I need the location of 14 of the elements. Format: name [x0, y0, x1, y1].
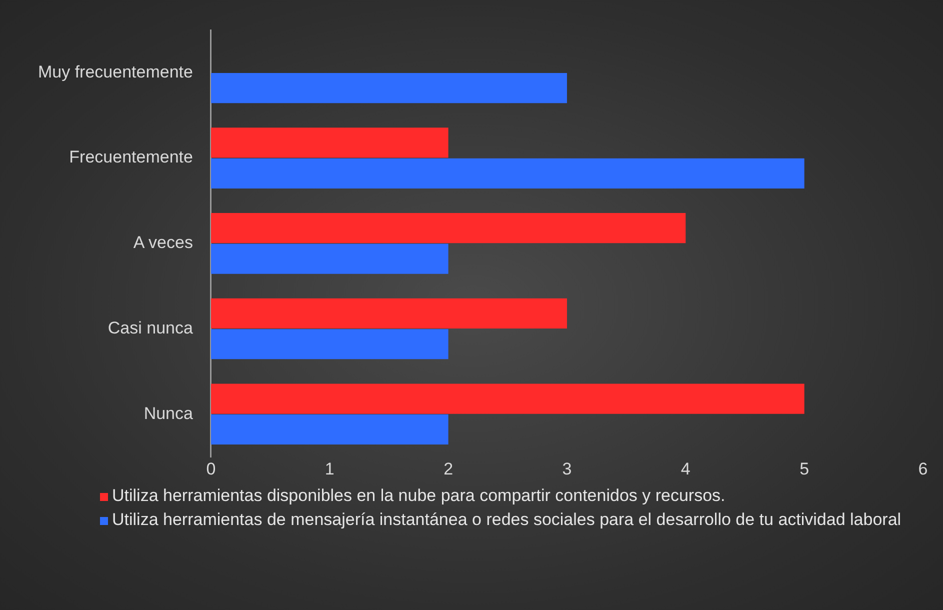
legend-label: Utiliza herramientas disponibles en la nube para compartir contenidos y recursos. [112, 485, 726, 507]
x-tick-label: 0 [206, 460, 216, 479]
x-tick-label: 3 [562, 460, 572, 479]
y-tick-label: Nunca [144, 404, 194, 423]
x-tick-label: 4 [680, 460, 690, 479]
y-tick-label: Muy frecuentemente [38, 62, 193, 82]
x-tick-label: 6 [918, 460, 928, 479]
legend-label: Utiliza herramientas de mensajería instantánea o redes sociales para el desarrollo de tu actividad laboral [112, 509, 902, 531]
x-tick-label: 2 [444, 460, 454, 479]
y-tick-label: Frecuentemente [69, 148, 193, 167]
y-tick-label: A veces [133, 233, 193, 252]
x-tick-label: 5 [800, 460, 810, 479]
x-tick-label: 1 [324, 460, 334, 479]
y-tick-label: Casi nunca [108, 318, 194, 338]
